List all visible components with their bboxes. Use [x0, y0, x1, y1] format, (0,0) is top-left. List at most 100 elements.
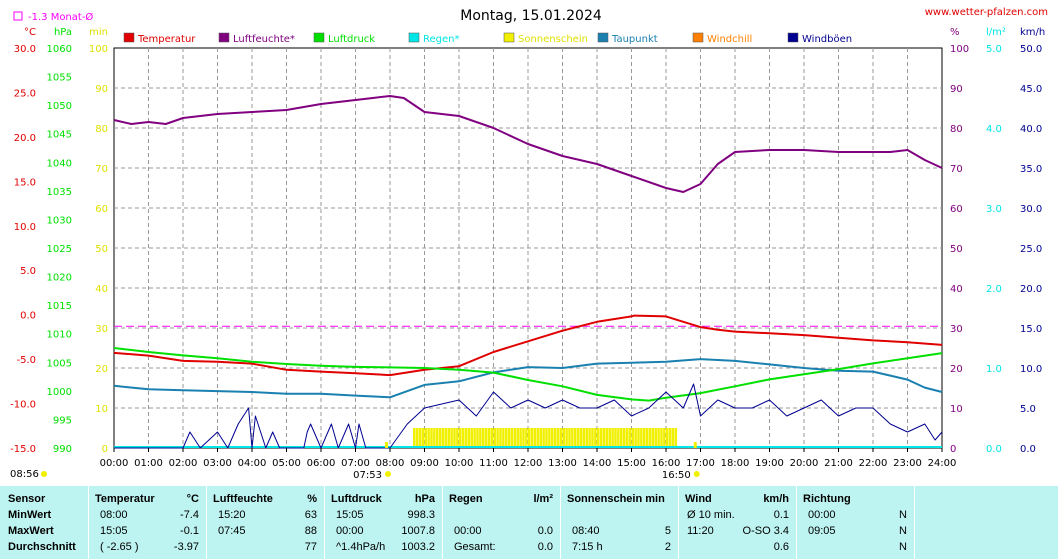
sunshine-bar — [671, 428, 675, 448]
wind-axis-tick: 10.0 — [1020, 364, 1042, 375]
sun-value: 2 — [664, 541, 671, 553]
header-press-unit: hPa — [414, 493, 435, 505]
pressure-axis-tick: 1010 — [47, 330, 72, 341]
sunshine-bar — [628, 428, 632, 448]
wind-value: O-SO 3.4 — [742, 525, 789, 537]
sun-axis-tick: 10 — [95, 404, 108, 415]
x-tick-label: 09:00 — [410, 458, 439, 469]
pressure-axis-tick: 1000 — [47, 387, 72, 398]
sunshine-bar — [640, 428, 643, 448]
table-divider — [324, 486, 325, 559]
sunshine-bar — [502, 428, 505, 448]
x-tick-label: 20:00 — [790, 458, 819, 469]
sunshine-bar — [617, 428, 620, 448]
sunshine-bar — [674, 428, 678, 448]
dir-time: 09:05 — [808, 525, 836, 537]
sunshine-bar — [467, 428, 471, 448]
sunset-time: 16:50 — [662, 470, 691, 481]
row-label: MaxWert — [8, 525, 54, 537]
sunshine-bar — [657, 428, 660, 448]
x-tick-label: 23:00 — [893, 458, 922, 469]
legend-label: Windchill — [707, 34, 752, 45]
sunshine-bar — [645, 428, 649, 448]
sunshine-bar — [450, 428, 453, 448]
header-wind: Wind — [685, 493, 712, 505]
sunshine-bar — [519, 428, 522, 448]
sunshine-bar — [602, 428, 606, 448]
sunshine-bar — [525, 428, 528, 448]
stats-table: Sensor Temperatur °C Luftfeuchte% Luftdruck h… — [0, 486, 1058, 559]
sunshine-bar — [620, 428, 623, 448]
hum-axis-tick: 70 — [950, 164, 963, 175]
sunshine-bar — [663, 428, 666, 448]
table-divider — [678, 486, 679, 559]
temp-time: ( -2.65 ) — [100, 541, 139, 553]
sunshine-bar — [539, 428, 542, 448]
hum-time: 15:20 — [218, 509, 246, 521]
sunshine-bar — [530, 428, 534, 448]
sun-axis-tick: 100 — [89, 44, 108, 55]
temp-axis-tick: -10.0 — [10, 400, 36, 411]
sun-axis-tick: 60 — [95, 204, 108, 215]
wind-axis-tick: 30.0 — [1020, 204, 1042, 215]
sun-time: 7:15 h — [572, 541, 603, 553]
hum-value: 88 — [304, 525, 317, 537]
sunshine-bar — [505, 428, 508, 448]
legend-swatch — [313, 32, 325, 43]
x-tick-label: 16:00 — [652, 458, 681, 469]
sunshine-bar — [582, 428, 586, 448]
sunshine-bar — [447, 428, 450, 448]
sunshine-bar — [476, 428, 479, 448]
x-tick-label: 13:00 — [548, 458, 577, 469]
sunshine-bar — [438, 428, 442, 448]
sunshine-bar — [562, 428, 565, 448]
dir-value: N — [899, 509, 907, 521]
pressure-axis-tick: 1020 — [47, 273, 72, 284]
sunshine-bar — [444, 428, 448, 448]
pressure-axis-tick: 1025 — [47, 244, 72, 255]
chart-title: Montag, 15.01.2024 — [460, 8, 602, 24]
legend-label: Temperatur — [137, 34, 196, 45]
sunshine-bar — [484, 428, 488, 448]
sunshine-bar — [634, 428, 637, 448]
hum-axis-tick: 20 — [950, 364, 963, 375]
sunshine-bar — [551, 428, 554, 448]
rain-time: 00:00 — [454, 525, 482, 537]
sunshine-bar — [533, 428, 537, 448]
corner-time: 08:56 — [10, 469, 39, 480]
sunshine-bar — [648, 428, 652, 448]
sunshine-bar — [522, 428, 525, 448]
sunshine-bar — [433, 428, 436, 448]
hum-axis-tick: 60 — [950, 204, 963, 215]
x-tick-label: 14:00 — [583, 458, 612, 469]
wind-axis-tick: 25.0 — [1020, 244, 1042, 255]
sun-axis-tick: 20 — [95, 364, 108, 375]
pressure-axis-tick: 1030 — [47, 215, 72, 226]
sunshine-bar — [666, 428, 669, 448]
x-tick-label: 10:00 — [445, 458, 474, 469]
legend-swatch — [692, 32, 704, 43]
sun-time: 08:40 — [572, 525, 600, 537]
x-tick-label: 12:00 — [514, 458, 543, 469]
legend-label: Windböen — [802, 34, 852, 45]
hum-axis-tick: 10 — [950, 404, 963, 415]
sunshine-bar — [496, 428, 499, 448]
x-tick-label: 11:00 — [479, 458, 508, 469]
temp-axis-tick: 20.0 — [14, 133, 36, 144]
table-divider — [88, 486, 89, 559]
series-line — [113, 95, 943, 193]
press-time: 00:00 — [336, 525, 364, 537]
hum-value: 63 — [304, 509, 317, 521]
x-tick-label: 19:00 — [755, 458, 784, 469]
wind-time: Ø 10 min. — [687, 509, 735, 521]
x-tick-label: 04:00 — [238, 458, 267, 469]
hum-axis-tick: 0 — [950, 444, 956, 455]
site-url[interactable]: www.wetter-pfalzen.com — [925, 7, 1048, 18]
sunshine-bar — [588, 428, 591, 448]
sunshine-bar — [605, 428, 609, 448]
sunshine-bar — [453, 428, 456, 448]
hum-axis-tick: 40 — [950, 284, 963, 295]
hum-axis-unit: % — [950, 27, 960, 38]
legend-label: Taupunkt — [611, 34, 658, 45]
sunshine-bar — [542, 428, 545, 448]
